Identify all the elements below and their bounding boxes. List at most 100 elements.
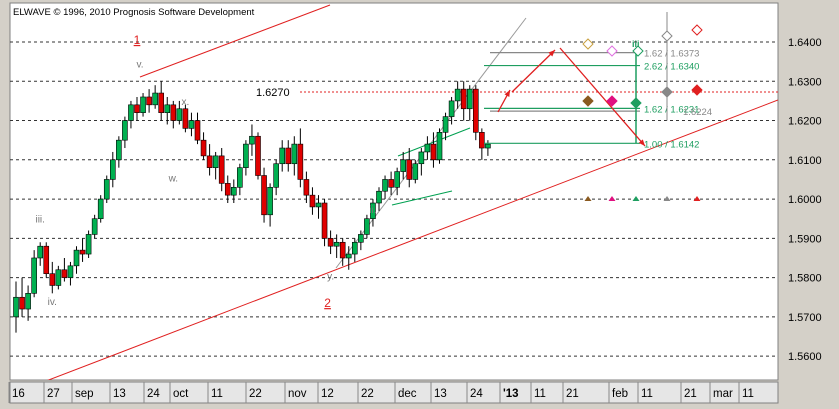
date-tick-label: 11: [211, 388, 223, 400]
wave-iii-target-label: iii: [632, 39, 640, 49]
candle: [472, 85, 479, 141]
date-tick-label: 13: [113, 388, 126, 400]
wave-label: 2: [324, 296, 331, 310]
date-tick-label: 24: [147, 388, 160, 400]
candle: [212, 151, 219, 180]
time-marker: [584, 196, 592, 201]
candle: [460, 81, 467, 121]
wave-label: v.: [137, 60, 144, 71]
horizontal-grid: [10, 41, 778, 357]
price-tick-label: 1.6300: [788, 76, 822, 88]
candle: [430, 132, 437, 168]
target-diamond: [630, 97, 642, 109]
candle: [237, 163, 243, 196]
price-tick-label: 1.5900: [788, 233, 822, 245]
candle: [188, 112, 195, 137]
wave-label: y.: [327, 272, 334, 283]
candle: [327, 230, 334, 255]
candle: [364, 214, 370, 239]
candle: [479, 128, 485, 160]
candle: [376, 187, 382, 211]
candle: [351, 238, 358, 262]
date-tick-label: 21: [566, 388, 579, 400]
candles: [13, 81, 491, 333]
candle: [291, 136, 298, 176]
wave-labels: 1 v. x. w. iii. iv. y. 2 ii.: [35, 33, 376, 310]
candle: [249, 124, 255, 156]
candle: [43, 242, 50, 278]
candle: [25, 285, 31, 321]
price-axis: 1.5600 1.5700 1.5800 1.5900 1.6000 1.6100 1.62…: [788, 37, 822, 363]
candle: [61, 257, 68, 282]
candle: [140, 93, 146, 117]
candle: [116, 136, 122, 168]
date-axis-background: [9, 381, 779, 404]
candle: [382, 175, 388, 200]
date-axis: 16 27 sep 13 24 oct 11 22 nov 12 22 dec 13 24 '13 11 21 f…: [8, 382, 754, 403]
candle: [400, 151, 407, 180]
candle: [170, 100, 177, 129]
candle: [122, 116, 128, 149]
candle: [13, 281, 19, 333]
candle: [315, 195, 322, 219]
price-tick-label: 1.5800: [788, 273, 822, 285]
candle: [182, 104, 189, 133]
candle: [303, 171, 310, 204]
candle: [466, 85, 473, 121]
wave-label: ii.: [369, 205, 376, 216]
candle: [442, 112, 449, 141]
candle: [309, 187, 316, 215]
wave-label: 1: [134, 33, 141, 47]
date-tick-label: oct: [173, 388, 189, 400]
date-tick-label: 22: [249, 388, 262, 400]
date-tick-label: dec: [398, 388, 417, 400]
target-diamond: [606, 45, 618, 57]
wedge-line-upper: [397, 127, 471, 157]
candle: [73, 246, 80, 274]
wave-label: x.: [182, 97, 190, 108]
target-diamond: [606, 95, 618, 107]
candle: [243, 140, 249, 176]
candle: [31, 250, 37, 298]
candle: [267, 183, 273, 227]
candle: [224, 175, 231, 204]
candle: [261, 167, 267, 223]
date-tick-label: 11: [742, 388, 754, 400]
lower-trend-line: [47, 99, 778, 380]
date-tick-label: nov: [288, 388, 307, 400]
price-tick-label: 1.5700: [788, 312, 822, 324]
time-marker: [693, 196, 701, 201]
candle: [418, 148, 425, 176]
upper-trend-line: [139, 4, 331, 78]
price-tick-label: 1.6100: [788, 155, 822, 167]
date-tick-label: 24: [470, 388, 483, 400]
projection-arrow: [511, 49, 556, 93]
candle: [200, 132, 207, 160]
date-tick-label: 11: [534, 388, 546, 400]
target-diamond: [661, 30, 673, 42]
date-tick-label: 13: [434, 388, 447, 400]
candle: [321, 199, 328, 247]
wedge-line-lower: [391, 190, 453, 206]
date-tick-label: 22: [361, 388, 374, 400]
candle: [333, 234, 340, 258]
candle: [345, 246, 352, 270]
candle: [388, 171, 394, 196]
candle: [231, 179, 237, 204]
candle: [339, 238, 346, 266]
price-marker-label: 1.6270: [256, 87, 290, 99]
target-diamond: [661, 86, 673, 98]
target-diamond: [582, 95, 594, 107]
candle: [49, 261, 56, 294]
candle: [370, 199, 376, 227]
time-marker: [608, 196, 616, 201]
candle: [358, 230, 364, 251]
time-marker: [663, 196, 671, 201]
candle: [176, 100, 183, 125]
fib-level-label: 1.62 / 1.6231: [644, 104, 699, 115]
price-tick-label: 1.6200: [788, 116, 822, 128]
date-tick-label: 21: [684, 388, 697, 400]
